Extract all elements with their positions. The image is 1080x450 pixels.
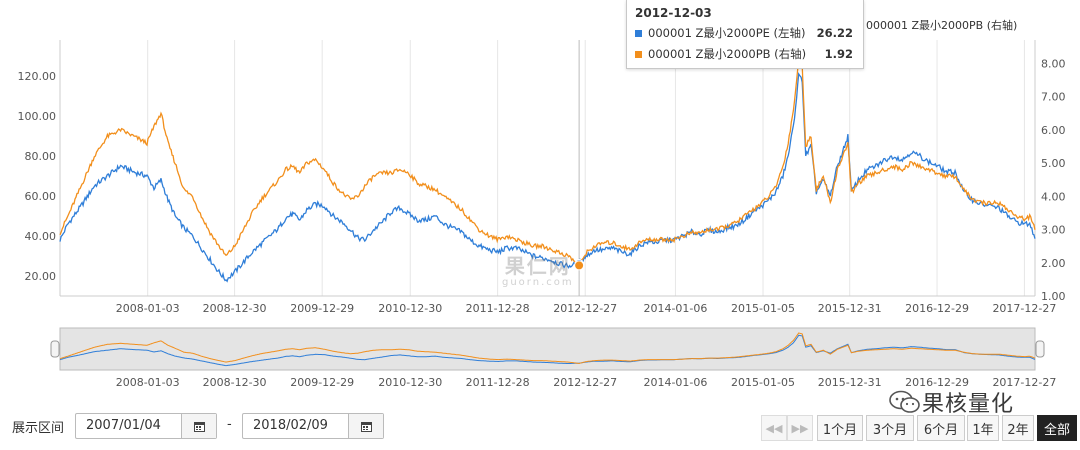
x-tick-label: 2015-01-05 bbox=[731, 302, 795, 315]
left-tick-label: 60.00 bbox=[25, 190, 57, 203]
left-axis-ticks: 20.00 40.00 60.00 80.00 100.00 120.00 bbox=[18, 70, 57, 283]
calendar-icon bbox=[360, 421, 372, 432]
navigator-tick-label: 2015-01-05 bbox=[731, 376, 795, 389]
range-3m-button[interactable]: 3个月 bbox=[866, 415, 914, 441]
right-tick-label: 5.00 bbox=[1041, 157, 1066, 170]
range-1y-button[interactable]: 1年 bbox=[967, 415, 999, 441]
tooltip: 2012-12-03 000001 Z最小2000PE (左轴) 26.22 0… bbox=[626, 0, 864, 69]
watermark-text: 果仁网 bbox=[504, 254, 571, 278]
right-tick-label: 6.00 bbox=[1041, 124, 1066, 137]
navigator-tick-label: 2008-12-30 bbox=[203, 376, 267, 389]
brand-text: 果核量化 bbox=[922, 392, 1015, 417]
x-tick-label: 2009-12-29 bbox=[290, 302, 354, 315]
wechat-icon bbox=[889, 390, 920, 413]
pb-hover-marker bbox=[574, 260, 585, 271]
start-calendar-button[interactable] bbox=[181, 414, 216, 438]
pb-swatch-icon bbox=[635, 50, 642, 58]
right-axis-ticks: 1.00 2.00 3.00 4.00 5.00 6.00 7.00 8.00 bbox=[1041, 57, 1066, 303]
navigator-x-ticks: 2008-01-03 2008-12-30 2009-12-29 2010-12-30… bbox=[116, 376, 1057, 389]
range-2y-button[interactable]: 2年 bbox=[1002, 415, 1034, 441]
navigator-pb-line bbox=[59, 332, 1036, 365]
x-tick-label: 2014-01-06 bbox=[643, 302, 707, 315]
navigator-tick-label: 2011-12-28 bbox=[466, 376, 530, 389]
right-tick-label: 3.00 bbox=[1041, 224, 1066, 237]
calendar-icon bbox=[193, 421, 205, 432]
x-axis-ticks: 2008-01-03 2008-12-30 2009-12-29 2010-12-30… bbox=[116, 302, 1057, 315]
x-tick-label: 2012-12-27 bbox=[553, 302, 617, 315]
x-tick-label: 2011-12-28 bbox=[466, 302, 530, 315]
navigator-tick-label: 2016-12-29 bbox=[905, 376, 969, 389]
x-tick-label: 2016-12-29 bbox=[905, 302, 969, 315]
navigator-tick-label: 2010-12-30 bbox=[378, 376, 442, 389]
x-tick-label: 2008-01-03 bbox=[116, 302, 180, 315]
watermark: 果仁网 guorn.com bbox=[502, 250, 574, 288]
navigator-tick-label: 2014-01-06 bbox=[643, 376, 707, 389]
range-1m-button[interactable]: 1个月 bbox=[817, 415, 863, 441]
range-label: 展示区间 bbox=[12, 421, 65, 436]
x-tick-label: 2010-12-30 bbox=[378, 302, 442, 315]
left-tick-label: 120.00 bbox=[18, 70, 57, 83]
left-tick-label: 80.00 bbox=[25, 150, 57, 163]
start-date-field[interactable]: 2007/01/04 bbox=[75, 413, 217, 439]
navigator-left-handle[interactable] bbox=[50, 340, 60, 358]
right-tick-label: 2.00 bbox=[1041, 257, 1066, 270]
tooltip-pe-value: 26.22 bbox=[816, 26, 853, 40]
navigator-series bbox=[59, 332, 1036, 367]
end-date-field[interactable]: 2018/02/09 bbox=[242, 413, 384, 439]
tooltip-pb-value: 1.92 bbox=[824, 47, 853, 61]
navigator-tick-label: 2015-12-31 bbox=[818, 376, 882, 389]
tooltip-pe-label: 000001 Z最小2000PE (左轴) bbox=[648, 26, 806, 40]
tooltip-pb-label: 000001 Z最小2000PB (右轴) bbox=[648, 47, 807, 61]
legend-item-pb[interactable]: 000001 Z最小2000PB (右轴) bbox=[866, 19, 1018, 32]
range-6m-button[interactable]: 6个月 bbox=[917, 415, 965, 441]
x-tick-label: 2017-12-27 bbox=[992, 302, 1056, 315]
navigator-pe-line bbox=[59, 334, 1036, 367]
series-group[interactable] bbox=[59, 57, 1036, 283]
prev-period-button[interactable]: ◀◀ bbox=[761, 415, 787, 441]
double-left-arrow-icon: ◀◀ bbox=[765, 421, 783, 435]
date-separator: - bbox=[227, 417, 232, 432]
right-tick-label: 8.00 bbox=[1041, 57, 1066, 70]
navigator-tick-label: 2012-12-27 bbox=[553, 376, 617, 389]
x-tick-label: 2008-12-30 bbox=[203, 302, 267, 315]
left-tick-label: 100.00 bbox=[18, 110, 57, 123]
navigator-tick-label: 2009-12-29 bbox=[290, 376, 354, 389]
range-all-button[interactable]: 全部 bbox=[1037, 415, 1077, 441]
pb-series-line[interactable] bbox=[59, 57, 1036, 266]
x-tick-label: 2015-12-31 bbox=[818, 302, 882, 315]
watermark-url: guorn.com bbox=[502, 277, 574, 288]
navigator-tick-label: 2008-01-03 bbox=[116, 376, 180, 389]
right-tick-label: 4.00 bbox=[1041, 190, 1066, 203]
tooltip-date: 2012-12-03 bbox=[635, 6, 712, 20]
tooltip-row-pe: 000001 Z最小2000PE (左轴) 26.22 bbox=[635, 25, 853, 41]
hover-crosshair bbox=[574, 40, 585, 296]
tooltip-row-pb: 000001 Z最小2000PB (右轴) 1.92 bbox=[635, 46, 853, 62]
left-tick-label: 20.00 bbox=[25, 270, 57, 283]
left-tick-label: 40.00 bbox=[25, 230, 57, 243]
navigator-tick-label: 2017-12-27 bbox=[992, 376, 1056, 389]
brand-watermark: 果核量化 bbox=[888, 386, 1014, 418]
pe-swatch-icon bbox=[635, 29, 642, 37]
end-calendar-button[interactable] bbox=[348, 414, 383, 438]
end-date-value[interactable]: 2018/02/09 bbox=[253, 418, 328, 433]
double-right-arrow-icon: ▶▶ bbox=[791, 421, 809, 435]
start-date-value[interactable]: 2007/01/04 bbox=[86, 418, 161, 433]
right-tick-label: 7.00 bbox=[1041, 91, 1066, 104]
pe-series-line[interactable] bbox=[59, 71, 1036, 283]
next-period-button[interactable]: ▶▶ bbox=[787, 415, 813, 441]
right-tick-label: 1.00 bbox=[1041, 290, 1066, 303]
navigator-right-handle[interactable] bbox=[1035, 340, 1045, 358]
